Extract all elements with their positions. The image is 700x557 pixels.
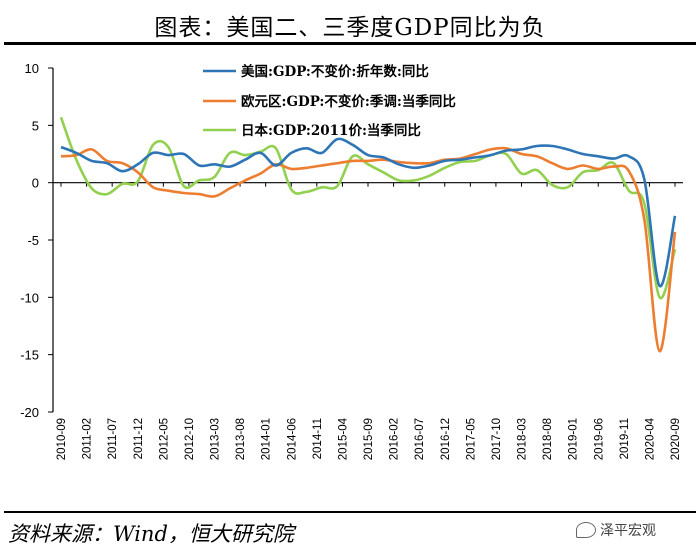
- y-tick-label: 10: [25, 61, 39, 76]
- legend-label-0: 美国:GDP:不变价:折年数:同比: [241, 63, 429, 80]
- watermark-text: 泽平宏观: [600, 523, 656, 539]
- legend-label-1: 欧元区:GDP:不变价:季调:当季同比: [241, 93, 456, 110]
- x-tick-label: 2016-02: [389, 418, 401, 460]
- y-tick-label: 5: [32, 118, 39, 133]
- series-line-2: [59, 116, 677, 300]
- x-tick-label: 2016-07: [414, 418, 426, 460]
- x-tick-label: 2011-12: [133, 418, 145, 459]
- y-tick-label: -10: [20, 290, 39, 305]
- x-tick-label: 2020-04: [644, 417, 656, 460]
- legend-label-2: 日本:GDP:2011价:当季同比: [241, 122, 421, 139]
- x-tick-label: 2017-10: [491, 418, 503, 460]
- x-tick-label: 2014-01: [261, 418, 273, 460]
- source-note: 资料来源：Wind，恒大研究院: [8, 522, 294, 546]
- chart-title: 图表：美国二、三季度GDP同比为负: [154, 15, 546, 41]
- watermark: 泽平宏观: [576, 520, 656, 540]
- title-bar: 图表：美国二、三季度GDP同比为负: [0, 0, 700, 42]
- x-tick-label: 2019-06: [593, 418, 605, 460]
- x-tick-label: 2018-03: [517, 418, 529, 460]
- series-line-0: [60, 137, 677, 288]
- x-tick-label: 2020-09: [670, 418, 682, 460]
- series-layer: [59, 116, 677, 353]
- x-tick-label: 2012-10: [184, 418, 196, 460]
- y-tick-label: -20: [20, 405, 39, 420]
- title-divider: [4, 42, 696, 45]
- bottom-divider: [4, 511, 696, 513]
- y-tick-label: -5: [27, 233, 39, 248]
- x-tick-label: 2014-11: [312, 418, 324, 459]
- x-tick-label: 2011-07: [107, 418, 119, 459]
- series-line-1: [60, 146, 677, 353]
- x-tick-label: 2012-05: [158, 418, 170, 460]
- y-tick-label: -15: [20, 348, 39, 363]
- x-tick-label: 2014-06: [286, 418, 298, 460]
- axes-layer: 10 5 0 -5 -10 -15 -20 2010-09 2011-02 2011-07 2011…: [20, 61, 683, 460]
- x-tick-label: 2016-12: [440, 418, 452, 460]
- chart-svg: 10 5 0 -5 -10 -15 -20 2010-09 2011-02 2011-07 2011…: [20, 61, 683, 460]
- x-tick-label: 2013-03: [210, 418, 222, 460]
- x-tick-label: 2013-08: [235, 418, 247, 460]
- x-tick-label: 2015-04: [337, 417, 349, 460]
- x-tick-label: 2019-01: [568, 418, 580, 460]
- x-tick-label: 2018-08: [542, 418, 554, 460]
- wechat-icon: [576, 522, 596, 538]
- x-tick-label: 2017-05: [465, 418, 477, 460]
- x-tick-label: 2019-11: [619, 418, 631, 459]
- y-tick-label: 0: [32, 176, 39, 191]
- legend-layer: 美国:GDP:不变价:折年数:同比欧元区:GDP:不变价:季调:当季同比日本:G…: [203, 63, 456, 139]
- x-tick-label: 2010-09: [56, 418, 68, 460]
- x-tick-label: 2015-09: [363, 418, 375, 460]
- x-tick-label: 2011-02: [82, 418, 94, 459]
